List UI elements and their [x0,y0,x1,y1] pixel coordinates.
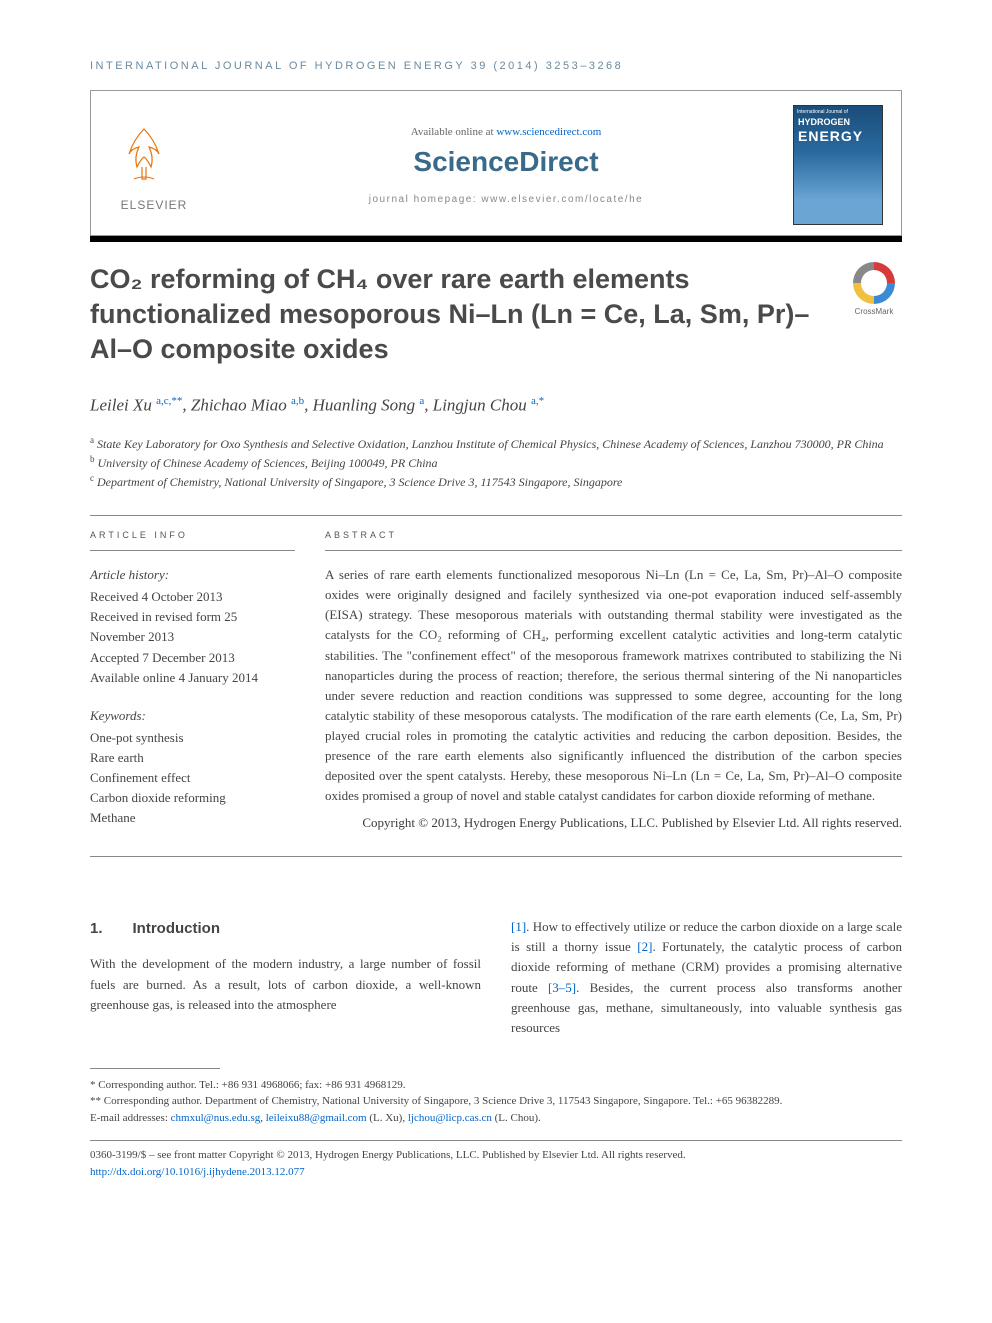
ref-link-3[interactable]: [3–5] [548,980,576,995]
article-title: CO₂ reforming of CH₄ over rare earth ele… [90,262,826,367]
abstract-copyright: Copyright © 2013, Hydrogen Energy Public… [325,813,902,833]
journal-homepage: journal homepage: www.elsevier.com/locat… [219,194,793,205]
history-online: Available online 4 January 2014 [90,668,295,688]
publisher-header: ELSEVIER Available online at www.science… [90,90,902,236]
abstract-divider [325,550,902,551]
section-number: 1. [90,920,103,937]
info-divider-top [90,515,902,516]
affiliation-c: c Department of Chemistry, National Univ… [90,472,902,491]
bottom-bar: 0360-3199/$ – see front matter Copyright… [90,1140,902,1180]
keyword-item: Carbon dioxide reforming [90,788,295,808]
ref-link-1[interactable]: [1] [511,919,526,934]
article-history: Article history: Received 4 October 2013… [90,565,295,688]
title-separator-bar [90,236,902,242]
abstract-column: ABSTRACT A series of rare earth elements… [325,530,902,832]
journal-cover-thumbnail[interactable]: International Journal of HYDROGEN ENERGY [793,105,883,225]
email-link-2[interactable]: leileixu88@gmail.com [266,1112,367,1124]
email-link-3[interactable]: ljchou@licp.cas.cn [408,1112,492,1124]
history-accepted: Accepted 7 December 2013 [90,648,295,668]
abstract-label: ABSTRACT [325,530,902,540]
keyword-item: Methane [90,808,295,828]
elsevier-wordmark: ELSEVIER [109,198,199,212]
history-heading: Article history: [90,565,295,585]
cover-title-2: ENERGY [794,128,882,144]
cover-title-1: HYDROGEN [794,118,882,128]
keywords-heading: Keywords: [90,706,295,726]
crossmark-label: CrossMark [846,307,902,316]
email-link-1[interactable]: chmxul@nus.edu.sg [171,1112,261,1124]
affiliation-a: a State Key Laboratory for Oxo Synthesis… [90,434,902,453]
crossmark-badge[interactable]: CrossMark [846,262,902,316]
abstract-text: A series of rare earth elements function… [325,565,902,807]
history-revised: Received in revised form 25 November 201… [90,607,295,647]
intro-paragraph-right: [1]. How to effectively utilize or reduc… [511,917,902,1038]
crossmark-icon [853,262,895,304]
email-addresses: E-mail addresses: chmxul@nus.edu.sg, lei… [90,1110,902,1127]
journal-citation-header: INTERNATIONAL JOURNAL OF HYDROGEN ENERGY… [90,60,902,72]
sciencedirect-text: ScienceDirect [413,146,598,177]
affiliation-b: b University of Chinese Academy of Scien… [90,453,902,472]
email-label: E-mail addresses: [90,1112,171,1124]
affiliations: a State Key Laboratory for Oxo Synthesis… [90,434,902,491]
available-online-text: Available online at www.sciencedirect.co… [219,126,793,138]
footnotes: * Corresponding author. Tel.: +86 931 49… [90,1077,902,1127]
issn-copyright: 0360-3199/$ – see front matter Copyright… [90,1147,902,1164]
corresponding-author-1: * Corresponding author. Tel.: +86 931 49… [90,1077,902,1094]
history-received: Received 4 October 2013 [90,587,295,607]
section-title: Introduction [133,920,220,937]
body-columns: 1. Introduction With the development of t… [90,917,902,1038]
keywords-block: Keywords: One-pot synthesis Rare earth C… [90,706,295,829]
ref-link-2[interactable]: [2] [637,939,652,954]
email-name-1: (L. Xu), [367,1112,408,1124]
info-divider-bottom [90,856,902,857]
sciencedirect-link[interactable]: www.sciencedirect.com [496,126,601,138]
doi-link[interactable]: http://dx.doi.org/10.1016/j.ijhydene.201… [90,1166,305,1178]
header-center: Available online at www.sciencedirect.co… [219,126,793,205]
article-info-label: ARTICLE INFO [90,530,295,540]
author-list: Leilei Xu a,c,**, Zhichao Miao a,b, Huan… [90,395,902,416]
available-prefix: Available online at [411,126,497,138]
email-name-2: (L. Chou). [492,1112,541,1124]
footnote-divider [90,1068,220,1069]
body-left-column: 1. Introduction With the development of t… [90,917,481,1038]
intro-paragraph-left: With the development of the modern indus… [90,954,481,1014]
keyword-item: Confinement effect [90,768,295,788]
elsevier-tree-icon [109,119,179,189]
info-divider-inner [90,550,295,551]
body-right-column: [1]. How to effectively utilize or reduc… [511,917,902,1038]
elsevier-logo[interactable]: ELSEVIER [109,119,199,212]
keyword-item: Rare earth [90,748,295,768]
section-1-heading: 1. Introduction [90,917,481,940]
sciencedirect-logo[interactable]: ScienceDirect [219,146,793,178]
corresponding-author-2: ** Corresponding author. Department of C… [90,1093,902,1110]
article-info-column: ARTICLE INFO Article history: Received 4… [90,530,295,832]
keyword-item: One-pot synthesis [90,728,295,748]
